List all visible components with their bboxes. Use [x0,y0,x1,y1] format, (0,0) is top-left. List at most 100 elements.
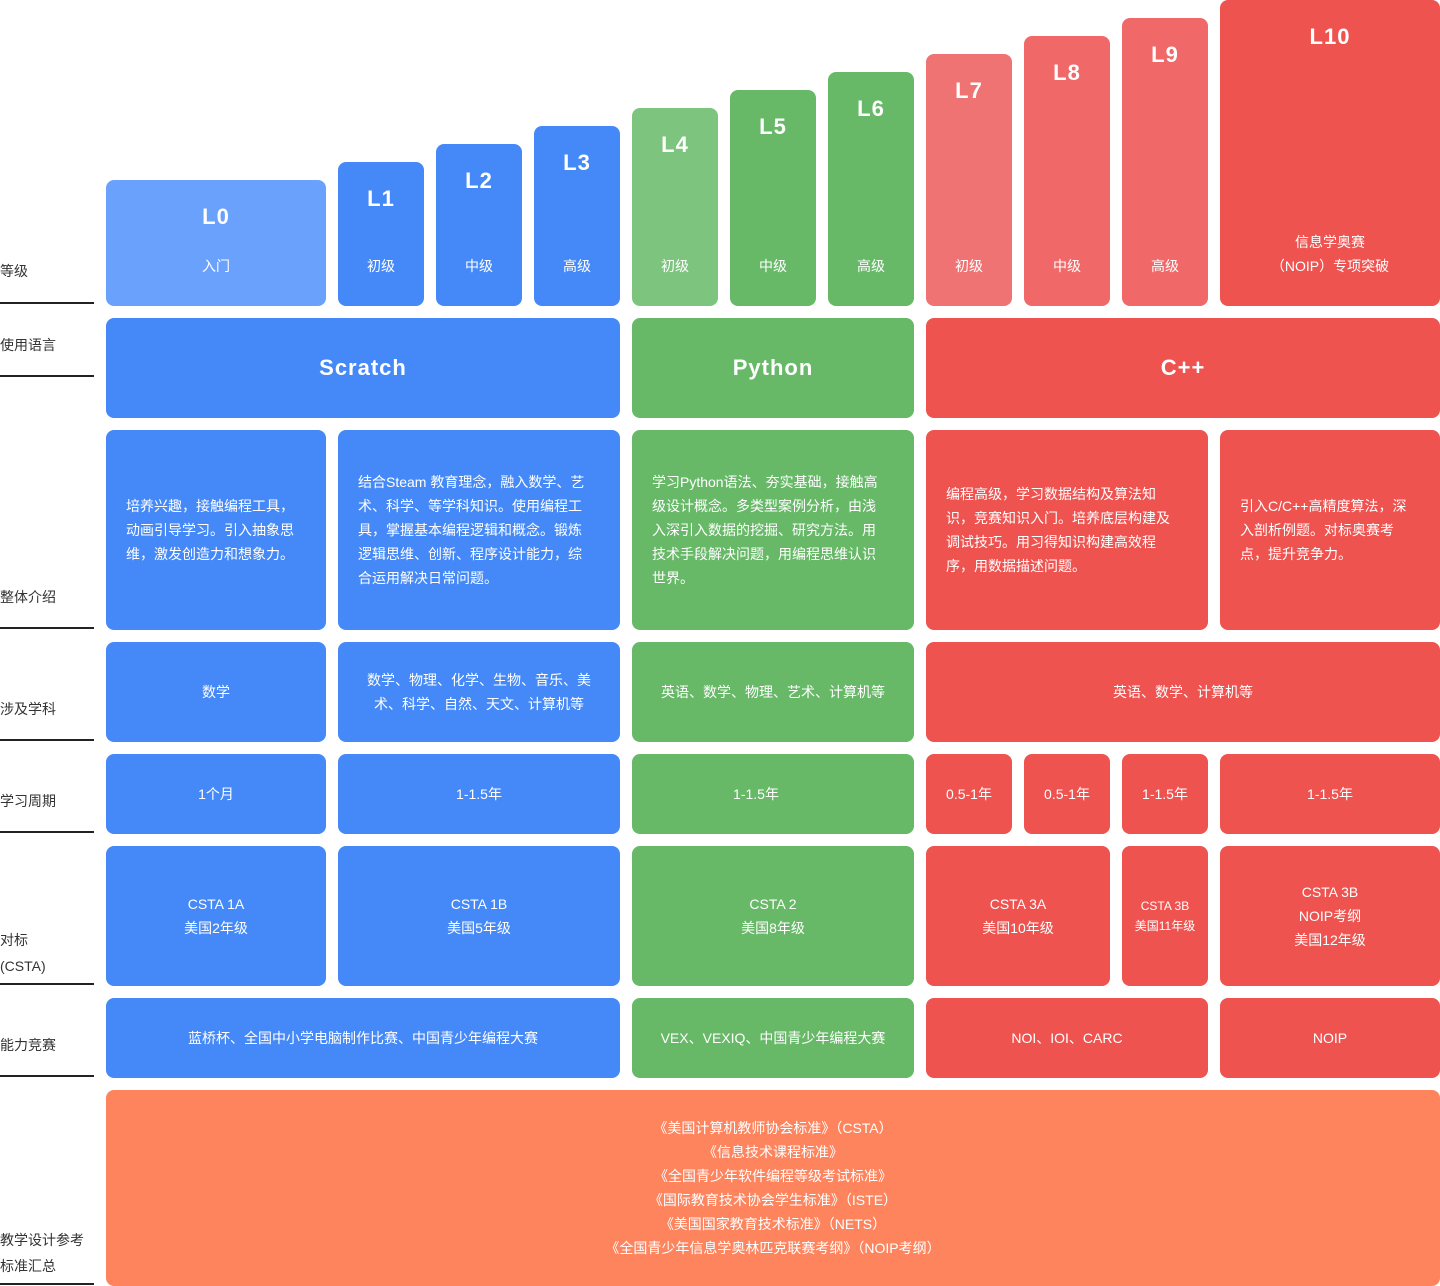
row-divider [0,831,94,833]
benchmark-line: NOIP考纲 [1298,908,1362,924]
row-label-intro: 整体介绍 [0,589,56,605]
level-card-l8: L8 中级 [1024,36,1110,306]
level-stage: 初级 [661,258,689,274]
level-card-l3: L3 高级 [534,126,620,306]
intro-card-scratch-basic: 培养兴趣，接触编程工具， 动画引导学习。引入抽象思 维，激发创造力和想象力。 [106,430,326,630]
intro-line: 动画引导学习。引入抽象思 [126,522,294,538]
benchmark-card: CSTA 3B 美国11年级 [1122,846,1208,986]
intro-line: 学习Python语法、夯实基础，接触高 [652,474,878,490]
subjects-card: 数学 [106,642,326,742]
subjects-line: 英语、数学、物理、艺术、计算机等 [661,684,885,700]
intro-line: 序，用数据描述问题。 [946,558,1086,574]
intro-line: 技术手段解决问题，用编程思维认识 [652,546,876,562]
level-stage: 入门 [202,258,230,274]
standard-line: 《全国青少年信息学奥林匹克联赛考纲》（NOIP考纲） [605,1240,941,1256]
subjects-card: 英语、数学、计算机等 [926,642,1440,742]
standard-line: 《美国计算机教师协会标准》（CSTA） [653,1120,893,1136]
intro-line: 培养兴趣，接触编程工具， [126,498,294,514]
level-code: L8 [1053,60,1081,85]
row-label-period: 学习周期 [0,793,56,809]
intro-line: 术、科学、等学科知识。使用编程工 [358,498,582,514]
benchmark-line: CSTA 2 [749,896,797,912]
intro-line: 具，掌握基本编程逻辑和概念。锻炼 [358,522,582,538]
competition-card: VEX、VEXIQ、中国青少年编程大赛 [632,998,914,1078]
standards-card: 《美国计算机教师协会标准》（CSTA） 《信息技术课程标准》 《全国青少年软件编… [106,1090,1440,1286]
level-card-l2: L2 中级 [436,144,522,306]
intro-line: 世界。 [652,570,694,586]
intro-card-scratch-advanced: 结合Steam 教育理念，融入数学、艺 术、科学、等学科知识。使用编程工 具，掌… [338,430,620,630]
level-card-l9: L9 高级 [1122,18,1208,306]
level-stage: 中级 [1053,258,1081,274]
row-divider [0,302,94,304]
subjects-card: 数学、物理、化学、生物、音乐、美 术、科学、自然、天文、计算机等 [338,642,620,742]
benchmark-card: CSTA 3A 美国10年级 [926,846,1110,986]
subjects-line: 术、科学、自然、天文、计算机等 [374,696,584,712]
row-label-standards-line1: 教学设计参考 [0,1232,84,1248]
benchmark-line: 美国5年级 [447,920,511,936]
level-card-l0: L0 入门 [106,180,326,306]
level-code: L10 [1309,24,1351,49]
intro-card-cpp: 编程高级，学习数据结构及算法知 识，竞赛知识入门。培养底层构建及 调试技巧。用习… [926,430,1208,630]
benchmark-line: 美国10年级 [982,920,1054,936]
level-stage-line: 信息学奥赛 [1295,234,1365,250]
subjects-line: 数学 [202,684,230,700]
benchmark-line: 美国8年级 [741,920,805,936]
benchmark-line: 美国11年级 [1134,919,1196,933]
intro-card-noip: 引入C/C++高精度算法，深 入剖析例题。对标奥赛考 点，提升竞争力。 [1220,430,1440,630]
row-label-competition: 能力竞赛 [0,1037,56,1053]
intro-line: 结合Steam 教育理念，融入数学、艺 [358,474,585,490]
period-card: 0.5-1年 [1024,754,1110,834]
level-stage: 高级 [857,258,885,274]
intro-line: 点，提升竞争力。 [1240,546,1352,562]
level-stage: 中级 [759,258,787,274]
intro-line: 入深引入数据的挖掘、研究方法。用 [652,522,876,538]
row-divider [0,1075,94,1077]
level-code: L0 [202,204,230,229]
level-code: L3 [563,150,591,175]
benchmark-card: CSTA 1B 美国5年级 [338,846,620,986]
benchmark-line: 美国12年级 [1294,932,1366,948]
benchmark-card: CSTA 3B NOIP考纲 美国12年级 [1220,846,1440,986]
competition-card: NOI、IOI、CARC [926,998,1208,1078]
period-card: 0.5-1年 [926,754,1012,834]
intro-card-python: 学习Python语法、夯实基础，接触高 级设计概念。多类型案例分析，由浅 入深引… [632,430,914,630]
level-stage: 初级 [955,258,983,274]
benchmark-card: CSTA 1A 美国2年级 [106,846,326,986]
period-card: 1-1.5年 [1122,754,1208,834]
intro-line: 引入C/C++高精度算法，深 [1240,498,1407,514]
benchmark-line: CSTA 1A [187,896,245,912]
intro-line: 级设计概念。多类型案例分析，由浅 [652,498,876,514]
level-code: L7 [955,78,983,103]
benchmark-line: CSTA 3B [1301,884,1359,900]
row-label-level: 等级 [0,263,28,279]
level-code: L5 [759,114,787,139]
row-label-benchmark-line2: (CSTA) [0,958,46,974]
period-card-extension [870,754,914,834]
competition-card: NOIP [1220,998,1440,1078]
standard-line: 《国际教育技术协会学生标准》（ISTE） [648,1192,898,1208]
competition-card: 蓝桥杯、全国中小学电脑制作比赛、中国青少年编程大赛 [106,998,620,1078]
row-label-standards-line2: 标准汇总 [0,1258,56,1274]
row-divider [0,739,94,741]
row-label-benchmark-line1: 对标 [0,932,28,948]
level-code: L2 [465,168,493,193]
period-card: 1个月 [106,754,326,834]
benchmark-line: CSTA 3A [989,896,1047,912]
row-label-standards: 教学设计参考 标准汇总 [0,1227,94,1279]
row-divider [0,375,94,377]
intro-line: 调试技巧。用习得知识构建高效程 [946,534,1156,550]
intro-line: 识，竞赛知识入门。培养底层构建及 [946,510,1170,526]
level-card-l10: L10 信息学奥赛 （NOIP）专项突破 [1220,0,1440,306]
level-stage-line: （NOIP）专项突破 [1270,258,1390,274]
subjects-card: 英语、数学、物理、艺术、计算机等 [632,642,914,742]
level-stage: 初级 [367,258,395,274]
intro-line: 逻辑思维、创新、程序设计能力，综 [358,546,582,562]
level-card-l5: L5 中级 [730,90,816,306]
row-label-language: 使用语言 [0,337,56,353]
subjects-line: 数学、物理、化学、生物、音乐、美 [367,672,591,688]
level-code: L6 [857,96,885,121]
period-card: 1-1.5年 [632,754,880,834]
level-code: L9 [1151,42,1179,67]
benchmark-card: CSTA 2 美国8年级 [632,846,914,986]
level-stage: 中级 [465,258,493,274]
